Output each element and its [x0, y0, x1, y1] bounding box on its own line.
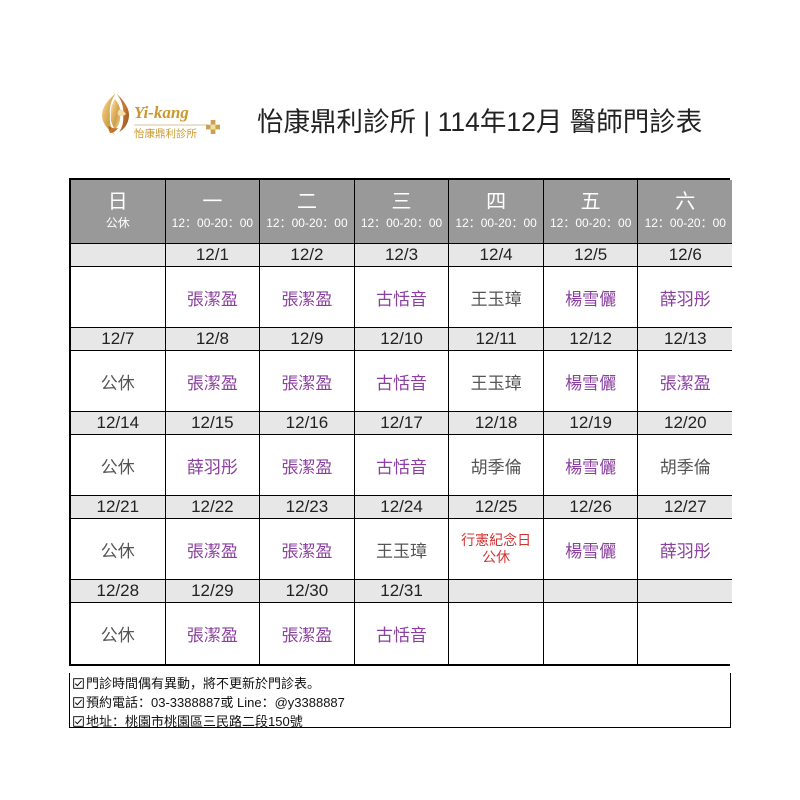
svg-text:Yi-kang: Yi-kang — [134, 103, 189, 122]
svg-text:怡康鼎利診所: 怡康鼎利診所 — [134, 127, 197, 140]
